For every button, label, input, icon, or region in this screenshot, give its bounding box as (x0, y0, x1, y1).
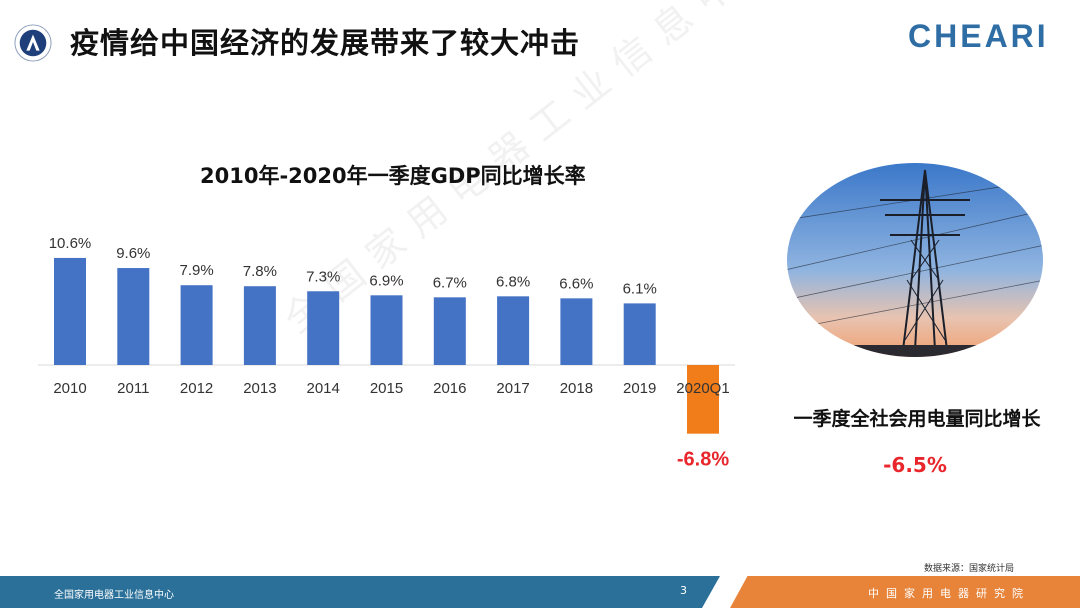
footer-org-right: 中国家用电器研究院 (868, 587, 1030, 600)
footer-left-band (0, 576, 720, 608)
footer-org-left: 全国家用电器工业信息中心 (54, 590, 174, 601)
x-tick-2010: 2010 (53, 380, 86, 397)
data-label-2015: 6.9% (369, 272, 403, 289)
bar-2018 (560, 298, 593, 365)
bar-2020Q1 (687, 365, 719, 434)
data-label-2010: 10.6% (49, 235, 92, 252)
bar-2010 (54, 257, 86, 365)
bar-2013 (243, 286, 276, 365)
data-label-2017: 6.8% (496, 273, 530, 290)
gdp-bar-chart: 10.6% 2010 9.6% 2011 7.9% 2012 7.8% 2013 7.3% 201… (38, 235, 735, 471)
x-tick-2016: 2016 (433, 380, 466, 397)
data-label-2014: 7.3% (306, 268, 340, 285)
bar-2012 (180, 285, 213, 365)
electricity-caption: 一季度全社会用电量同比增长 (793, 408, 1041, 430)
x-tick-2012: 2012 (180, 380, 213, 397)
bar-2011 (117, 268, 150, 365)
bar-2015 (370, 295, 403, 365)
data-source: 数据来源：国家统计局 (924, 564, 1015, 574)
bar-2016 (433, 297, 466, 365)
bar-2017 (497, 296, 530, 365)
bar-2014 (307, 291, 340, 365)
x-tick-2014: 2014 (307, 380, 340, 397)
x-tick-2015: 2015 (370, 380, 403, 397)
data-label-2019: 6.1% (623, 280, 657, 297)
page-number: 3 (680, 584, 687, 597)
footer-right-band (730, 576, 1080, 608)
data-label-2018: 6.6% (559, 275, 593, 292)
x-tick-2011: 2011 (117, 380, 149, 397)
power-tower-photo (787, 163, 1043, 357)
data-label-2012: 7.9% (179, 262, 213, 279)
data-label-2013: 7.8% (243, 263, 277, 280)
data-label-2016: 6.7% (433, 274, 467, 291)
page-title: 疫情给中国经济的发展带来了较大冲击 (70, 26, 581, 60)
electricity-value: -6.5% (883, 453, 947, 477)
x-tick-2018: 2018 (560, 380, 593, 397)
x-tick-2013: 2013 (243, 380, 276, 397)
chart-title: 2010年-2020年一季度GDP同比增长率 (200, 164, 586, 188)
data-label-2011: 9.6% (116, 245, 150, 262)
x-tick-2017: 2017 (496, 380, 529, 397)
data-label-2020Q1: -6.8% (677, 449, 729, 471)
institution-logo (14, 24, 52, 62)
x-tick-2020Q1: 2020Q1 (676, 380, 729, 397)
bar-2019 (623, 303, 656, 365)
brand-logo: CHEARI (908, 18, 1049, 54)
x-tick-2019: 2019 (623, 380, 656, 397)
